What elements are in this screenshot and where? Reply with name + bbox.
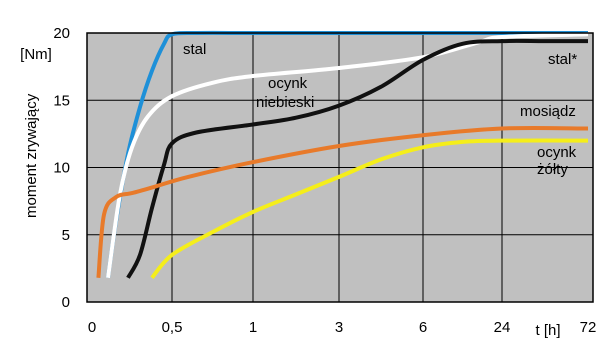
y-tick-label-3: 15 bbox=[53, 92, 70, 109]
plot-border bbox=[86, 32, 594, 303]
series-label-mosiadz: mosiądz bbox=[520, 103, 576, 120]
x-tick-label-0: 0 bbox=[88, 319, 96, 336]
x-ticks: 0 0,5 1 3 6 24 72 bbox=[88, 319, 597, 336]
series-line-4 bbox=[150, 138, 589, 280]
x-tick-label-2: 1 bbox=[249, 319, 257, 336]
series-label-ocynk-niebieski-1: ocynk bbox=[268, 75, 308, 92]
x-tick-label-5: 24 bbox=[494, 319, 511, 336]
series-label-ocynk-niebieski-2: niebieski bbox=[256, 94, 314, 111]
y-axis-label: moment zrywający bbox=[23, 93, 40, 218]
x-tick-label-3: 3 bbox=[335, 319, 343, 336]
series-label-stal: stal bbox=[183, 41, 206, 58]
series-line-3 bbox=[96, 126, 589, 278]
y-tick-label-0: 0 bbox=[62, 294, 70, 311]
series-label-ocynk-zolty-2: żółty bbox=[537, 161, 568, 178]
y-tick-label-1: 5 bbox=[62, 227, 70, 244]
y-ticks: 0 5 10 15 20 bbox=[53, 25, 70, 311]
y-tick-label-4: 20 bbox=[53, 25, 70, 42]
series-label-stal-star: stal* bbox=[548, 51, 577, 68]
series-line-2 bbox=[126, 38, 589, 279]
y-axis-unit: [Nm] bbox=[20, 46, 52, 63]
x-tick-label-6: 72 bbox=[580, 319, 597, 336]
y-tick-label-2: 10 bbox=[53, 160, 70, 177]
x-tick-label-1: 0,5 bbox=[162, 319, 183, 336]
x-axis-label: t [h] bbox=[535, 322, 560, 339]
grid bbox=[87, 33, 593, 302]
x-tick-label-4: 6 bbox=[419, 319, 427, 336]
series-label-ocynk-zolty-1: ocynk bbox=[537, 144, 577, 161]
